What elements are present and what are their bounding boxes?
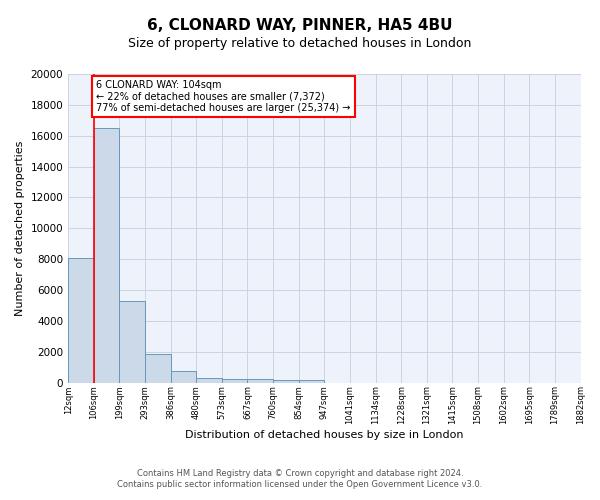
- Bar: [222, 378, 247, 382]
- Bar: [273, 380, 299, 382]
- Bar: [170, 371, 196, 382]
- Bar: [145, 354, 170, 382]
- Y-axis label: Number of detached properties: Number of detached properties: [15, 140, 25, 316]
- Bar: [247, 380, 273, 382]
- Text: Size of property relative to detached houses in London: Size of property relative to detached ho…: [128, 38, 472, 51]
- X-axis label: Distribution of detached houses by size in London: Distribution of detached houses by size …: [185, 430, 464, 440]
- Text: 6, CLONARD WAY, PINNER, HA5 4BU: 6, CLONARD WAY, PINNER, HA5 4BU: [147, 18, 453, 32]
- Bar: [119, 301, 145, 382]
- Bar: [196, 378, 222, 382]
- Bar: [299, 380, 325, 382]
- Text: Contains HM Land Registry data © Crown copyright and database right 2024.: Contains HM Land Registry data © Crown c…: [137, 468, 463, 477]
- Text: 6 CLONARD WAY: 104sqm
← 22% of detached houses are smaller (7,372)
77% of semi-d: 6 CLONARD WAY: 104sqm ← 22% of detached …: [97, 80, 351, 114]
- Bar: [94, 128, 119, 382]
- Text: Contains public sector information licensed under the Open Government Licence v3: Contains public sector information licen…: [118, 480, 482, 489]
- Bar: [68, 258, 94, 382]
